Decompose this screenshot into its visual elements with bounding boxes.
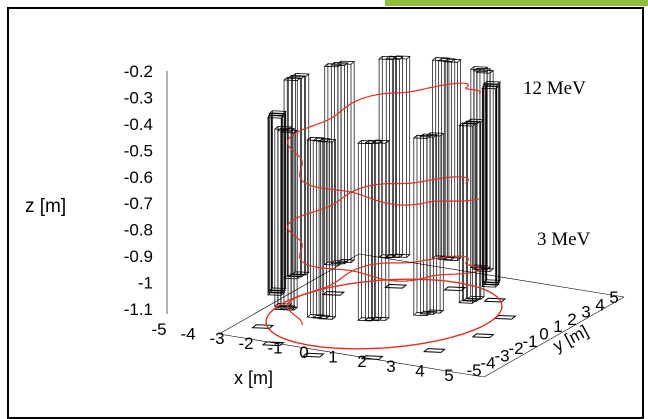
floor-pad <box>422 348 446 353</box>
floor-pad <box>483 297 507 303</box>
y-tick-label: 3 <box>581 303 590 322</box>
z-tick-label: -0.5 <box>124 141 153 160</box>
detector-column <box>357 139 390 322</box>
column-top-face <box>419 133 438 138</box>
y-tick-label: 0 <box>539 325 548 344</box>
particle-tracks <box>265 82 503 350</box>
x-tick-label: 1 <box>328 348 337 367</box>
detector-wireframe <box>251 55 517 360</box>
y-tick-label: 2 <box>567 310 576 329</box>
column-bottom-face <box>283 275 302 280</box>
x-axis-line <box>218 333 485 378</box>
z-tick-label: -0.9 <box>124 247 153 266</box>
z-tick-label: -0.4 <box>124 115 153 134</box>
top-strip <box>0 0 648 7</box>
detector-column <box>412 132 445 317</box>
y-axis-line <box>483 296 625 378</box>
annotation-3mev: 3 MeV <box>537 229 591 250</box>
floor-pad <box>301 352 325 358</box>
z-tick-label: -0.3 <box>124 88 153 107</box>
annotation-12mev: 12 MeV <box>523 78 586 99</box>
x-tick-label: -5 <box>151 320 166 339</box>
y-tick-label: 4 <box>595 295 604 314</box>
detector-column <box>431 57 462 262</box>
z-tick-label: -0.8 <box>124 221 153 240</box>
x-tick-label: -3 <box>209 329 224 348</box>
x-axis-label: x [m] <box>234 368 273 388</box>
x-tick-label: 4 <box>415 361 424 380</box>
back-x-line <box>218 253 360 335</box>
floor-pad <box>322 291 346 296</box>
floor-pad <box>384 283 408 289</box>
x-tick-label: 0 <box>299 343 308 362</box>
y-tick-label: -2 <box>508 339 523 358</box>
column-bottom-face <box>266 291 286 296</box>
detector-column <box>323 60 356 266</box>
detector-column <box>481 81 502 288</box>
y-tick-label: 5 <box>609 288 618 307</box>
z-tick-label: -1.1 <box>124 300 153 319</box>
back-y-line <box>358 253 625 298</box>
x-tick-label: 3 <box>386 357 395 376</box>
detector-column <box>458 118 485 304</box>
y-tick-label: -5 <box>466 361 481 380</box>
chart-3d-plot: -0.2-0.3-0.4-0.5-0.6-0.7-0.8-0.9-1-1.1-5… <box>25 55 625 388</box>
column-top-face <box>276 127 296 132</box>
detector-column <box>273 126 299 311</box>
detector-column <box>266 110 287 296</box>
accent-bar <box>385 0 648 6</box>
column-top-face <box>482 81 502 86</box>
x-tick-label: 5 <box>444 366 453 385</box>
z-tick-label: -0.6 <box>124 168 153 187</box>
y-tick-label: -1 <box>522 332 537 351</box>
column-top-face <box>466 118 485 123</box>
z-axis-label: z [m] <box>25 196 66 217</box>
floor-pad <box>261 341 285 347</box>
floor-pad <box>471 333 495 339</box>
x-tick-label: 2 <box>357 352 366 371</box>
x-tick-label: -1 <box>267 338 282 357</box>
base-ring <box>265 278 503 350</box>
floor-pad <box>443 286 467 292</box>
z-tick-label: -0.2 <box>124 62 153 81</box>
z-tick-label: -1 <box>138 274 153 293</box>
detector-column <box>378 55 411 259</box>
x-tick-label: -2 <box>238 334 253 353</box>
detector-column <box>306 136 337 320</box>
y-tick-label: 1 <box>553 317 562 336</box>
axes: -0.2-0.3-0.4-0.5-0.6-0.7-0.8-0.9-1-1.1-5… <box>124 62 625 385</box>
y-tick-label: -4 <box>480 354 495 373</box>
z-tick-label: -0.7 <box>124 194 153 213</box>
floor-pad <box>251 324 275 329</box>
x-tick-label: -4 <box>180 325 195 344</box>
y-tick-label: -3 <box>494 346 509 365</box>
track-spiral <box>286 82 482 206</box>
figure-frame: -0.2 -0.3 -0.4 -0.5 -0.6 -0.7 -0.8 -0.9 -1 -1.1 -5… <box>7 7 644 419</box>
track-spiral <box>287 176 481 326</box>
